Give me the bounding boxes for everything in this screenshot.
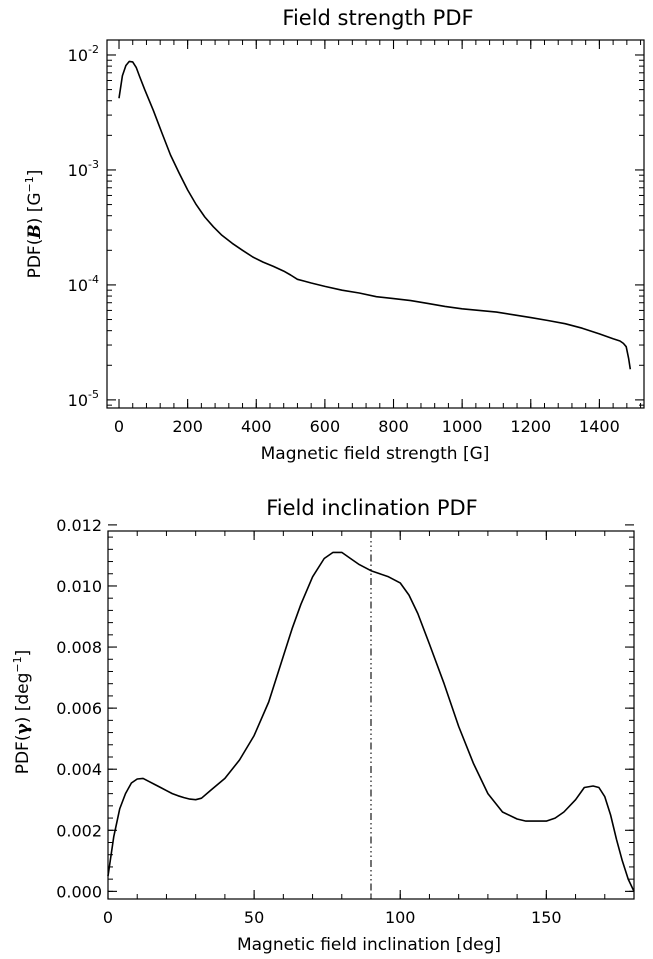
strength-plot-frame [106, 39, 645, 409]
strength-y-tick-label: 10-3 [68, 158, 99, 180]
strength-x-tick-label: 0 [114, 417, 124, 436]
inclination-y-axis-label: PDF(γ) [deg−1] [11, 650, 33, 775]
inclination-pdf-panel: Field inclination PDF 0.0000.0020.0040.0… [11, 496, 635, 955]
strength-y-label-post: ] [25, 170, 45, 177]
inclination-y-label-unit: ) [deg [13, 673, 33, 724]
inclination-y-tick-label: 0.010 [56, 577, 102, 596]
inclination-y-label-post: ] [13, 650, 33, 657]
strength-x-tick-label: 1400 [579, 417, 620, 436]
inclination-pdf-curve [107, 551, 635, 892]
inclination-y-label-symbol: γ [13, 723, 33, 735]
strength-y-tick-label: 10-2 [68, 43, 99, 65]
strength-y-tick-label: 10-5 [68, 388, 99, 410]
inclination-x-axis-label: Magnetic field inclination [deg] [237, 935, 501, 955]
strength-x-tick-label: 1200 [510, 417, 551, 436]
inclination-y-label-exponent: −1 [11, 656, 24, 672]
inclination-y-tick-label: 0.000 [56, 882, 102, 901]
strength-pdf-curve [118, 60, 632, 370]
inclination-y-tick-label: 0.012 [56, 516, 102, 535]
strength-x-tick-label: 400 [241, 417, 272, 436]
strength-y-label-symbol: B [25, 224, 45, 239]
inclination-x-tick-label: 50 [244, 908, 264, 927]
strength-pdf-panel: Field strength PDF 10-5 10-4 10-3 10-2 0 200… [23, 6, 645, 464]
inclination-x-tick-label: 0 [103, 908, 113, 927]
inclination-plot-frame [107, 530, 635, 900]
strength-y-label-unit: ) [G [25, 192, 45, 224]
inclination-x-tick-label: 100 [385, 908, 416, 927]
strength-chart-title: Field strength PDF [282, 6, 473, 30]
inclination-y-ticks: 0.000 0.002 0.004 0.006 0.008 0.010 0.012 [56, 516, 634, 901]
inclination-x-ticks: 0 50 100 150 [103, 531, 635, 927]
strength-y-ticks: 10-5 10-4 10-3 10-2 [68, 43, 644, 410]
inclination-chart-title: Field inclination PDF [266, 496, 478, 520]
strength-y-tick-label: 10-4 [68, 273, 99, 295]
strength-x-axis-label: Magnetic field strength [G] [261, 444, 490, 464]
strength-x-tick-label: 800 [378, 417, 409, 436]
inclination-y-label-pre: PDF( [13, 735, 33, 775]
strength-x-tick-label: 600 [310, 417, 341, 436]
strength-y-label-exponent: −1 [23, 176, 36, 192]
strength-x-tick-label: 1000 [442, 417, 483, 436]
inclination-y-tick-label: 0.002 [56, 821, 102, 840]
strength-y-label-pre: PDF( [25, 239, 45, 279]
inclination-y-tick-label: 0.004 [56, 760, 102, 779]
strength-x-ticks: 0 200 400 600 800 1000 1200 1400 [114, 40, 642, 436]
inclination-x-tick-label: 150 [531, 908, 562, 927]
inclination-y-tick-label: 0.008 [56, 638, 102, 657]
inclination-y-tick-label: 0.006 [56, 699, 102, 718]
strength-y-axis-label: PDF(B) [G−1] [23, 170, 45, 279]
strength-x-tick-label: 200 [172, 417, 203, 436]
